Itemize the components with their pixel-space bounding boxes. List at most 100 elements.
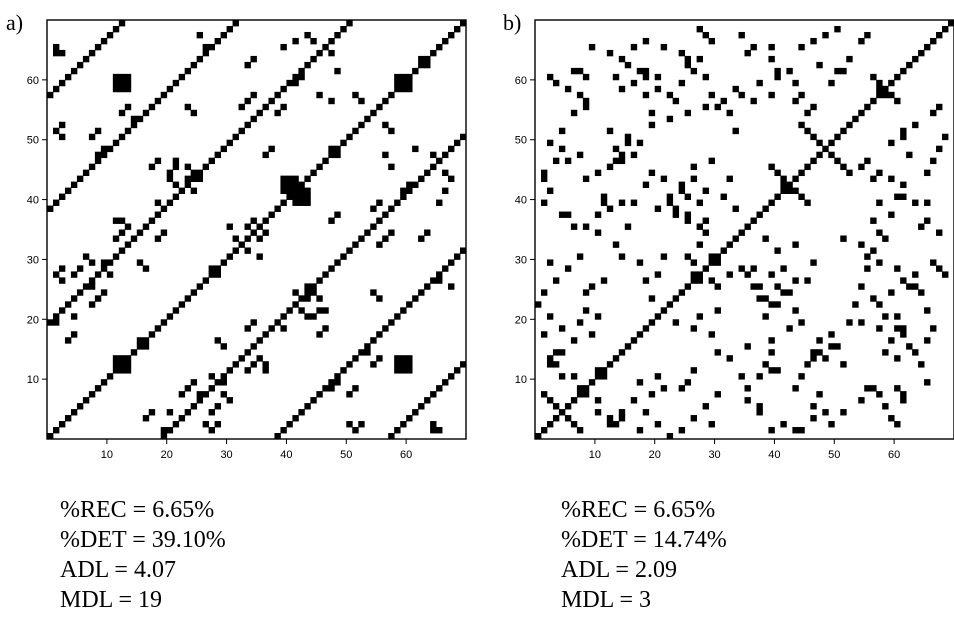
recurrence-point — [768, 337, 775, 344]
recurrence-point — [654, 271, 662, 278]
recurrence-point — [94, 151, 102, 159]
recurrence-point — [846, 169, 853, 177]
recurrence-point — [370, 109, 377, 117]
recurrence-point — [678, 187, 686, 194]
recurrence-point — [858, 241, 865, 248]
recurrence-point — [196, 169, 204, 177]
recurrence-point — [696, 55, 703, 63]
recurrence-point — [774, 301, 781, 308]
recurrence-point — [196, 55, 204, 63]
recurrence-point — [924, 307, 931, 314]
recurrence-point — [630, 337, 638, 344]
panel-b-label: b) — [503, 10, 522, 35]
recurrence-point — [202, 43, 210, 51]
recurrence-point — [768, 91, 775, 99]
recurrence-point — [406, 181, 413, 188]
recurrence-point — [702, 265, 709, 272]
recurrence-point — [334, 379, 341, 386]
recurrence-point — [112, 355, 120, 362]
x-tick-label: 20 — [649, 449, 661, 461]
recurrence-point — [436, 157, 443, 165]
recurrence-point — [352, 385, 359, 392]
recurrence-point — [606, 49, 614, 57]
y-tick-label: 20 — [515, 314, 527, 326]
recurrence-plot-a: 10 20 30 40 50 60 10 20 30 40 50 60 — [27, 19, 467, 461]
recurrence-point — [142, 337, 150, 344]
recurrence-point — [220, 373, 227, 380]
plot-frame — [46, 19, 467, 440]
recurrence-point — [70, 313, 78, 320]
recurrence-point — [618, 55, 626, 63]
recurrence-point — [660, 43, 668, 51]
recurrence-point — [316, 91, 323, 99]
recurrence-point — [100, 37, 108, 45]
recurrence-point — [930, 109, 937, 117]
recurrence-point — [82, 169, 90, 177]
recurrence-point — [702, 31, 709, 39]
recurrence-point — [792, 187, 799, 194]
recurrence-point — [684, 217, 692, 224]
recurrence-point — [684, 253, 692, 260]
recurrence-point — [166, 199, 174, 206]
recurrence-point — [106, 271, 114, 278]
recurrence-point — [112, 85, 120, 93]
recurrence-point — [792, 97, 799, 105]
recurrence-point — [642, 37, 650, 45]
recurrence-point — [88, 391, 96, 398]
recurrence-point — [888, 91, 895, 99]
recurrence-point — [888, 175, 895, 183]
recurrence-point — [286, 181, 293, 188]
recurrence-point — [340, 367, 347, 374]
recurrence-point — [184, 67, 192, 75]
recurrence-point — [154, 211, 162, 218]
recurrence-point — [166, 169, 174, 177]
recurrence-point — [280, 187, 287, 194]
recurrence-point — [454, 139, 461, 147]
recurrence-point — [774, 283, 781, 290]
recurrence-point — [636, 67, 644, 75]
recurrence-point — [292, 187, 299, 194]
recurrence-point — [436, 427, 443, 434]
recurrence-point — [310, 283, 317, 290]
recurrence-point — [58, 307, 66, 314]
recurrence-point — [298, 73, 305, 81]
recurrence-point — [690, 259, 698, 266]
recurrence-point — [130, 349, 138, 356]
recurrence-point — [660, 307, 668, 314]
recurrence-point — [648, 121, 656, 129]
recurrence-point — [298, 295, 305, 302]
recurrence-point — [810, 415, 817, 422]
recurrence-point — [894, 265, 901, 272]
recurrence-point — [346, 361, 353, 368]
recurrence-point — [648, 109, 656, 117]
recurrence-point — [936, 31, 943, 39]
recurrence-point — [942, 271, 949, 278]
recurrence-point — [406, 301, 413, 308]
recurrence-point — [400, 187, 407, 194]
recurrence-point — [382, 211, 389, 218]
recurrence-point — [406, 415, 413, 422]
recurrence-point — [780, 187, 787, 194]
recurrence-point — [460, 133, 467, 141]
recurrence-point — [612, 355, 620, 362]
recurrence-point — [400, 307, 407, 314]
recurrence-point — [436, 43, 443, 51]
recurrence-point — [460, 247, 467, 254]
recurrence-point — [82, 397, 90, 404]
recurrence-point — [292, 193, 299, 200]
recurrence-point — [900, 67, 907, 75]
recurrence-point — [750, 43, 757, 51]
recurrence-point — [684, 379, 692, 386]
recurrence-point — [304, 193, 311, 200]
recurrence-point — [208, 427, 215, 434]
recurrence-point — [370, 205, 377, 212]
recurrence-point — [738, 31, 745, 39]
recurrence-point — [858, 397, 865, 404]
recurrence-point — [190, 109, 198, 117]
recurrence-point — [160, 427, 168, 434]
recurrence-point — [394, 355, 401, 362]
recurrence-point — [184, 181, 192, 188]
recurrence-point — [696, 271, 703, 278]
recurrence-point — [792, 427, 799, 434]
recurrence-point — [540, 391, 548, 398]
